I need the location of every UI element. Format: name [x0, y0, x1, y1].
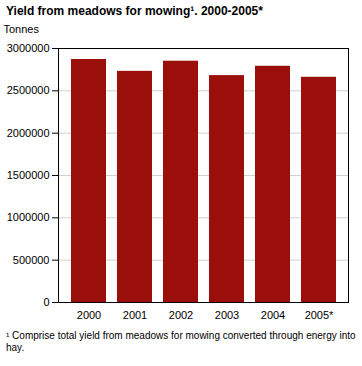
svg-text:0: 0 — [43, 296, 49, 308]
svg-text:2000000: 2000000 — [7, 127, 50, 139]
svg-text:2003: 2003 — [215, 309, 239, 321]
svg-text:2002: 2002 — [169, 309, 193, 321]
svg-text:2500000: 2500000 — [7, 84, 50, 96]
svg-text:3000000: 3000000 — [7, 42, 50, 54]
svg-text:2005*: 2005* — [305, 309, 334, 321]
svg-text:Tonnes: Tonnes — [4, 23, 40, 35]
html-text:¹ Comprise total yield from me: ¹ Comprise total yield from meadows for … — [6, 330, 356, 353]
svg-text:500000: 500000 — [13, 254, 50, 266]
svg-text:1500000: 1500000 — [7, 169, 50, 181]
svg-text:1000000: 1000000 — [7, 211, 50, 223]
html-text:Yield from meadows for mowing¹: Yield from meadows for mowing¹. 2000-200… — [6, 4, 263, 18]
svg-text:2004: 2004 — [261, 309, 285, 321]
svg-text:2000: 2000 — [77, 309, 101, 321]
svg-text:2001: 2001 — [123, 309, 147, 321]
